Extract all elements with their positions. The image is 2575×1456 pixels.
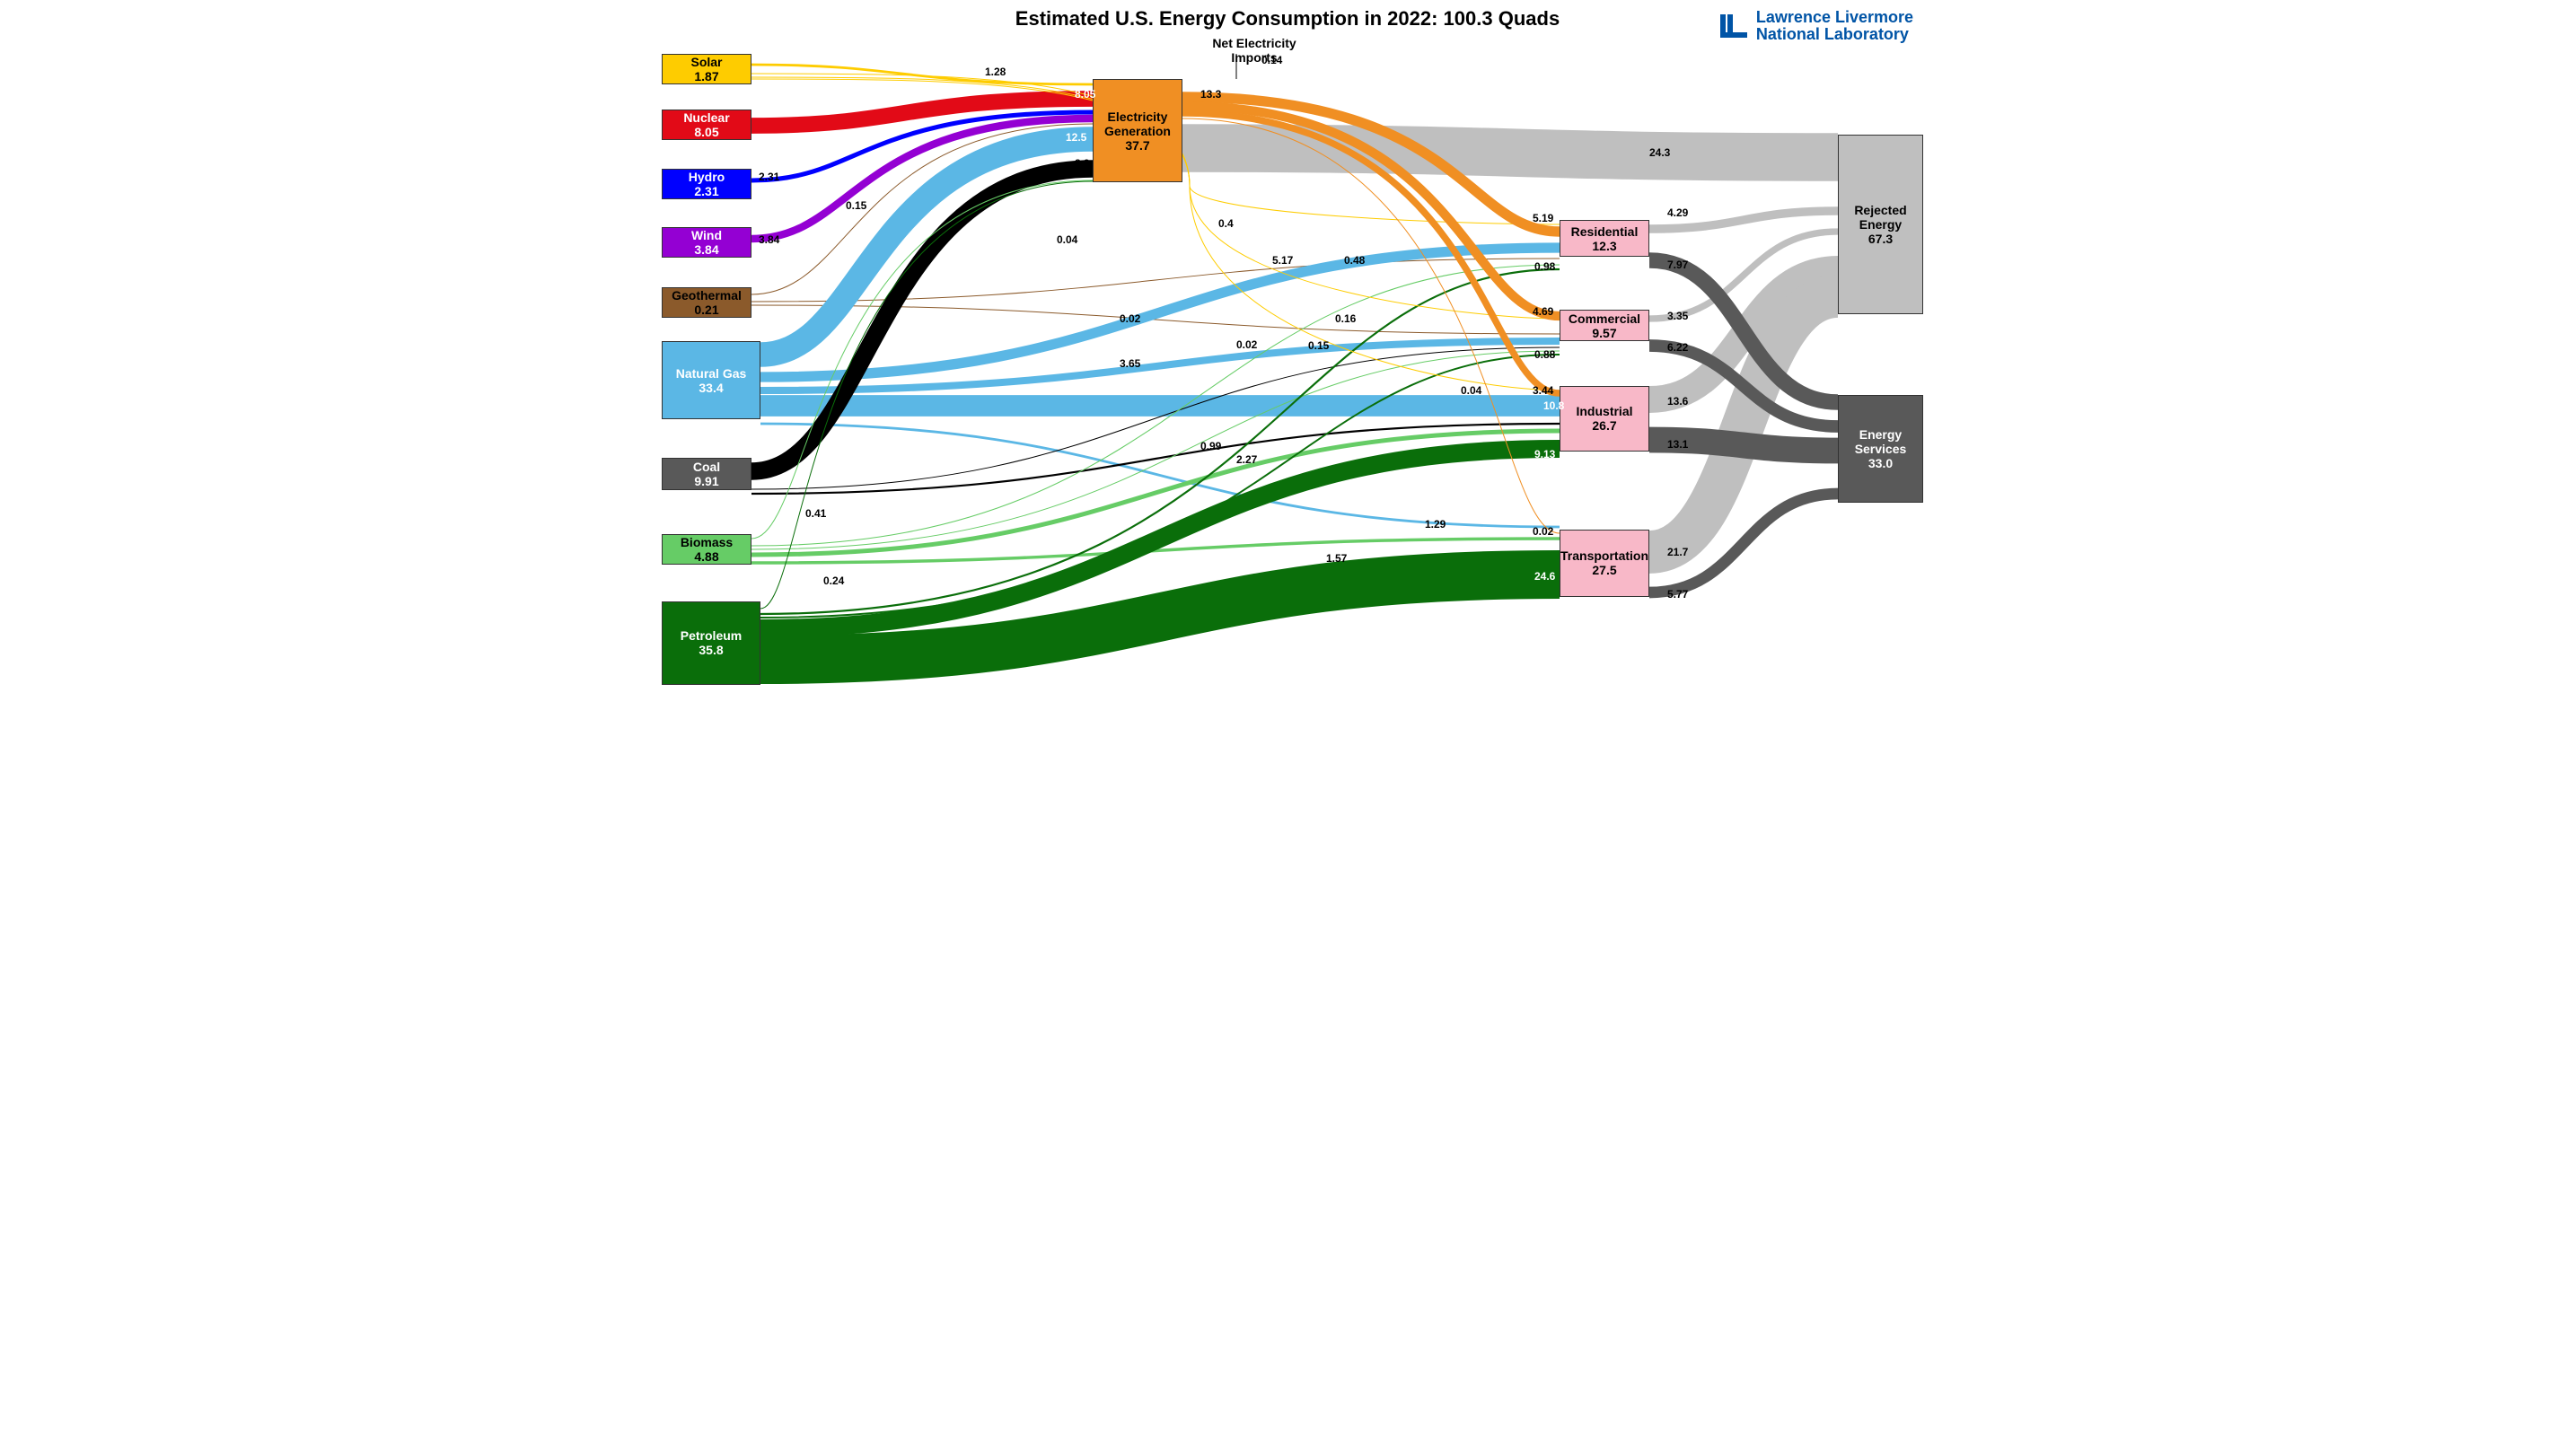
node-value: 33.4 <box>699 381 723 395</box>
node-value: 1.87 <box>694 69 718 83</box>
node-transport: Transportation27.5 <box>1560 530 1649 597</box>
node-value: 2.31 <box>694 184 718 198</box>
node-value: 37.7 <box>1125 138 1149 153</box>
flow-label: 9.13 <box>1534 448 1555 460</box>
flow-label: 1.57 <box>1326 552 1347 565</box>
flow-label: 3.84 <box>759 233 779 246</box>
node-label: Transportation <box>1560 548 1648 563</box>
node-value: 67.3 <box>1868 232 1893 246</box>
node-wind: Wind3.84 <box>662 227 751 258</box>
node-coal: Coal9.91 <box>662 458 751 490</box>
node-natgas: Natural Gas33.4 <box>662 341 760 419</box>
flow-label: 5.19 <box>1533 212 1553 224</box>
node-label: Rejected Energy <box>1854 203 1906 232</box>
net-imports-value: 0.14 <box>1261 54 1282 66</box>
flow-label: 0.15 <box>1308 339 1329 352</box>
flow-label: 3.35 <box>1667 310 1688 322</box>
node-value: 33.0 <box>1868 456 1893 470</box>
node-label: Residential <box>1571 224 1639 239</box>
node-hydro: Hydro2.31 <box>662 169 751 199</box>
node-label: Energy Services <box>1855 427 1907 456</box>
flow-natgas-transport <box>760 424 1560 527</box>
node-solar: Solar1.87 <box>662 54 751 84</box>
flow-label: 0.04 <box>1057 233 1077 246</box>
flow-label: 13.3 <box>1200 88 1221 101</box>
flow-label: 12.5 <box>1066 131 1086 144</box>
node-nuclear: Nuclear8.05 <box>662 110 751 140</box>
flow-label: 13.6 <box>1667 395 1688 408</box>
node-industrial: Industrial26.7 <box>1560 386 1649 452</box>
node-value: 4.88 <box>694 549 718 564</box>
node-geothermal: Geothermal0.21 <box>662 287 751 318</box>
flow-label: 0.02 <box>1236 338 1257 351</box>
flow-biomass-elecgen <box>751 180 1093 539</box>
flow-label: 1.28 <box>985 66 1006 78</box>
node-rejected: Rejected Energy67.3 <box>1838 135 1923 314</box>
node-label: Solar <box>690 55 722 69</box>
node-elecgen: Electricity Generation37.7 <box>1093 79 1182 182</box>
flow-label: 0.02 <box>1120 312 1140 325</box>
flow-label: 0.48 <box>1344 254 1365 267</box>
node-value: 3.84 <box>694 242 718 257</box>
node-value: 35.8 <box>699 643 723 657</box>
flow-label: 24.3 <box>1649 146 1670 159</box>
node-value: 9.57 <box>1592 326 1616 340</box>
flow-label: 0.4 <box>1218 217 1234 230</box>
flow-label: 0.04 <box>1461 384 1481 397</box>
sankey-flows-svg <box>644 0 1931 728</box>
flow-label: 8.9 <box>1075 157 1090 170</box>
node-label: Biomass <box>681 535 733 549</box>
flow-label: 3.44 <box>1533 384 1553 397</box>
flow-label: 0.98 <box>1534 260 1555 273</box>
node-label: Geothermal <box>672 288 742 303</box>
flow-label: 0.41 <box>805 507 826 520</box>
node-value: 0.21 <box>694 303 718 317</box>
flow-label: 2.27 <box>1236 453 1257 466</box>
flow-label: 0.88 <box>1534 348 1555 361</box>
flow-label: 0.02 <box>1533 525 1553 538</box>
node-value: 8.05 <box>694 125 718 139</box>
flow-label: 5.77 <box>1667 588 1688 601</box>
flow-label: 10.8 <box>1543 399 1564 412</box>
flow-label: 3.65 <box>1120 357 1140 370</box>
flow-label: 1.29 <box>1425 518 1446 531</box>
node-label: Petroleum <box>681 628 742 643</box>
flow-label: 4.29 <box>1667 206 1688 219</box>
flow-label: 2.31 <box>759 171 779 183</box>
node-label: Wind <box>691 228 722 242</box>
flow-label: 0.24 <box>823 575 844 587</box>
node-label: Nuclear <box>683 110 729 125</box>
flow-label: 0.16 <box>1335 312 1356 325</box>
node-label: Coal <box>693 460 720 474</box>
node-label: Natural Gas <box>676 366 747 381</box>
node-label: Commercial <box>1569 311 1640 326</box>
node-value: 9.91 <box>694 474 718 488</box>
sankey-canvas: Estimated U.S. Energy Consumption in 202… <box>644 0 1931 728</box>
node-label: Industrial <box>1576 404 1632 418</box>
flow-elecgen-rejected <box>1182 148 1838 157</box>
node-petroleum: Petroleum35.8 <box>662 601 760 685</box>
node-services: Energy Services33.0 <box>1838 395 1923 503</box>
flow-label: 4.69 <box>1533 305 1553 318</box>
flow-label: 13.1 <box>1667 438 1688 451</box>
flow-label: 24.6 <box>1534 570 1555 583</box>
node-label: Electricity Generation <box>1104 110 1171 138</box>
node-biomass: Biomass4.88 <box>662 534 751 565</box>
flow-label: 0.15 <box>846 199 866 212</box>
flow-label: 5.17 <box>1272 254 1293 267</box>
flow-natgas-commercial <box>760 341 1560 390</box>
node-value: 26.7 <box>1592 418 1616 433</box>
flow-label: 0.99 <box>1200 440 1221 452</box>
flow-label: 7.97 <box>1667 259 1688 271</box>
node-value: 12.3 <box>1592 239 1616 253</box>
node-label: Hydro <box>689 170 725 184</box>
node-value: 27.5 <box>1592 563 1616 577</box>
node-commercial: Commercial9.57 <box>1560 310 1649 341</box>
node-residential: Residential12.3 <box>1560 220 1649 257</box>
flow-label: 21.7 <box>1667 546 1688 558</box>
flow-label: 6.22 <box>1667 341 1688 354</box>
flow-label: 8.05 <box>1075 88 1095 101</box>
